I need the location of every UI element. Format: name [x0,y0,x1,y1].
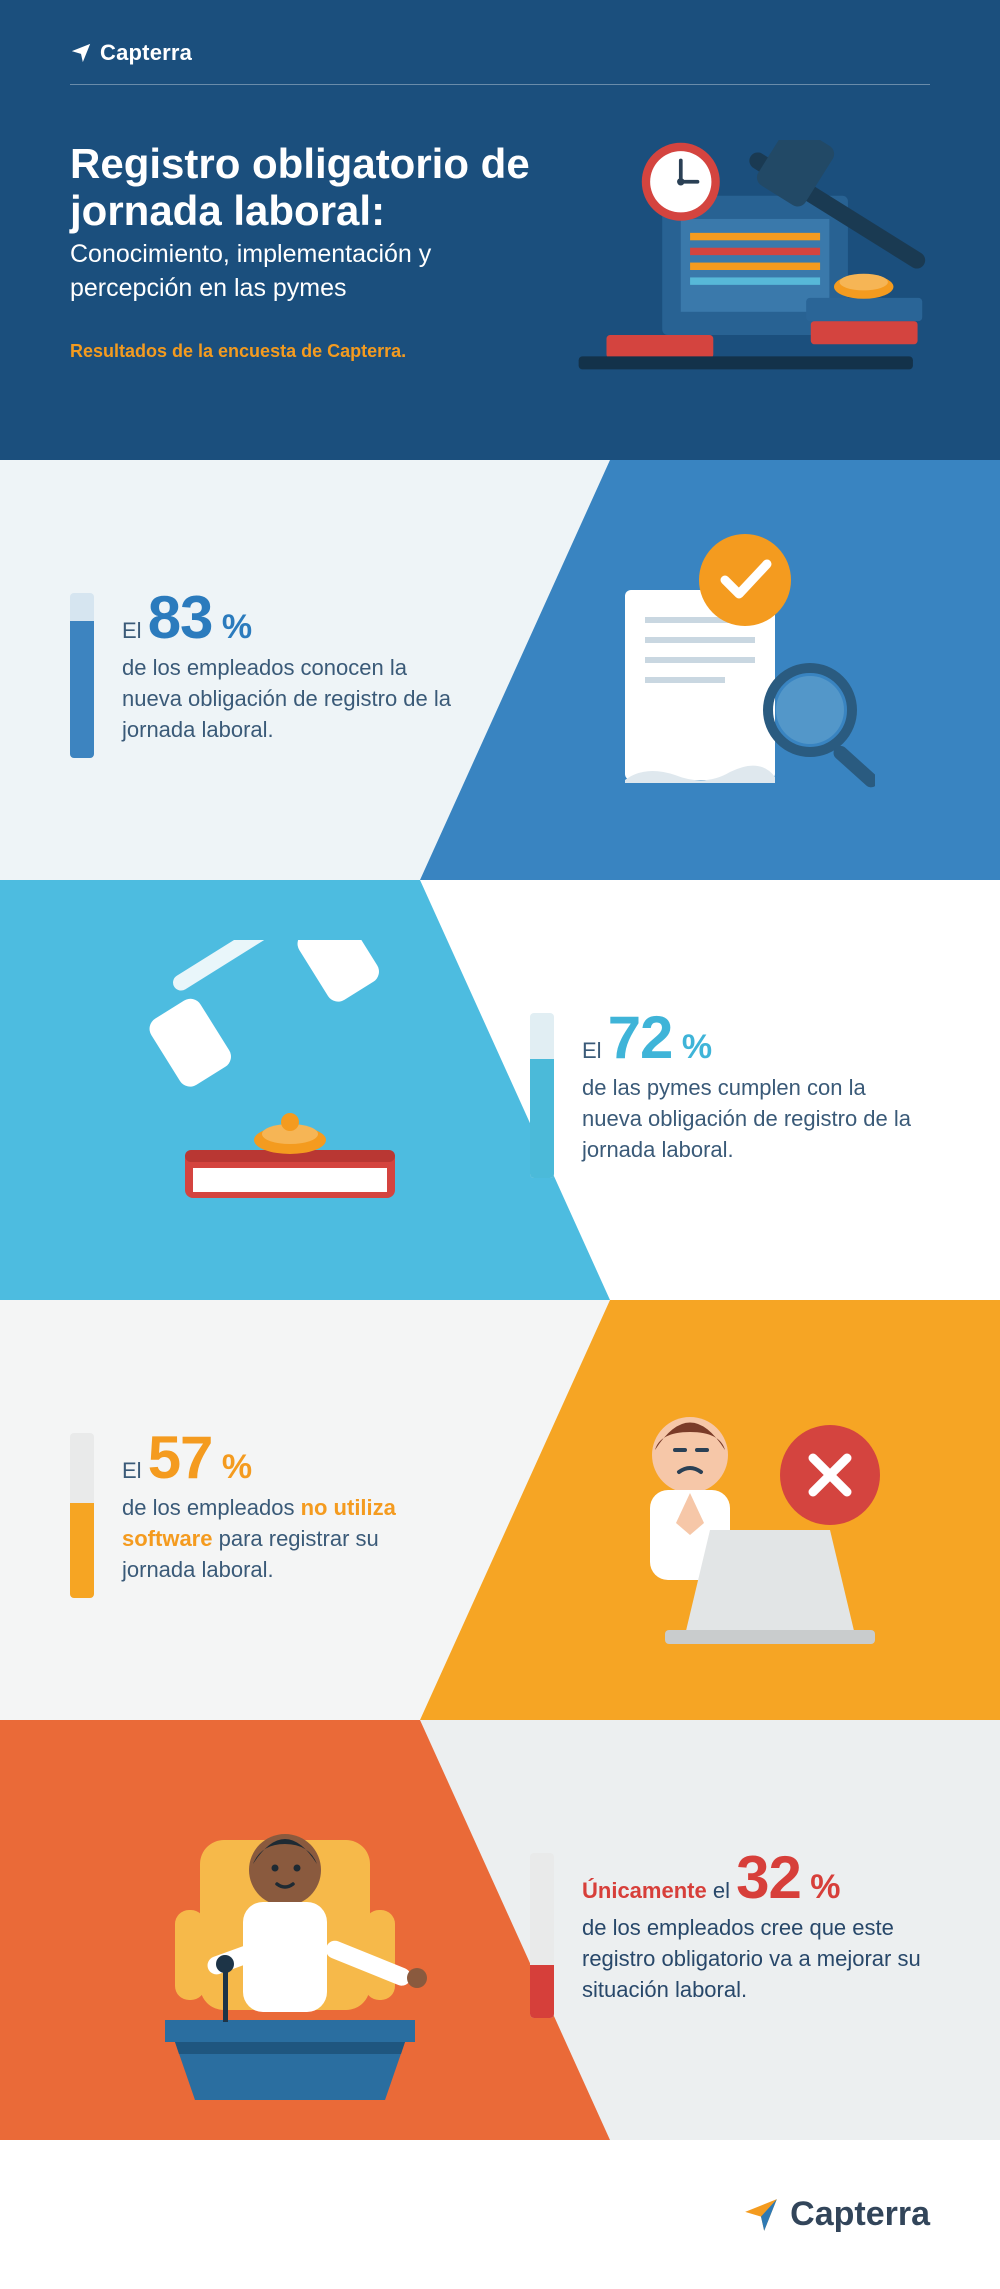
speaker-podium-illustration [70,1760,500,2100]
header-logo: Capterra [70,40,930,85]
stat-headline: El 57 % [122,1423,452,1492]
stat-body: de los empleados cree que este registro … [582,1912,930,2006]
percent-bar [530,1853,554,2018]
stat-headline: El 83 % [122,583,452,652]
footer-brand: Capterra [790,2195,930,2234]
percent-bar [70,593,94,758]
brand-name: Capterra [100,40,192,66]
arrow-logo-icon [742,2196,780,2234]
page-tagline: Resultados de la encuesta de Capterra. [70,341,543,362]
stat-headline: Únicamente el 32 % [582,1843,930,1912]
percent-bar [70,1433,94,1598]
stat-block: Únicamente el 32 % de los empleados cree… [530,1843,930,2018]
stat-section-2: El 72 % de las pymes cumplen con la nuev… [0,880,1000,1300]
stat-body: de los empleados no utiliza software par… [122,1492,452,1586]
page-subtitle: Conocimiento, implementación y percepció… [70,238,543,306]
stat-section-4: Únicamente el 32 % de los empleados cree… [0,1720,1000,2140]
percent-bar [530,1013,554,1178]
header: Capterra Registro obligatorio de jornada… [0,0,1000,460]
header-illustration [543,140,930,405]
arrow-logo-icon [70,42,92,64]
stat-block: El 83 % de los empleados conocen la nuev… [70,583,452,758]
stat-block: El 72 % de las pymes cumplen con la nuev… [530,1003,912,1178]
person-laptop-error-illustration [500,1360,930,1660]
footer: Capterra [0,2140,1000,2289]
stat-body: de las pymes cumplen con la nueva obliga… [582,1072,912,1166]
stat-headline: El 72 % [582,1003,912,1072]
infographic-root: Capterra Registro obligatorio de jornada… [0,0,1000,2289]
document-check-illustration [500,520,930,820]
stat-body: de los empleados conocen la nueva obliga… [122,652,452,746]
gavel-book-illustration [70,940,500,1240]
stat-section-1: El 83 % de los empleados conocen la nuev… [0,460,1000,880]
stat-section-3: El 57 % de los empleados no utiliza soft… [0,1300,1000,1720]
page-title: Registro obligatorio de jornada laboral: [70,140,543,234]
stat-block: El 57 % de los empleados no utiliza soft… [70,1423,452,1598]
